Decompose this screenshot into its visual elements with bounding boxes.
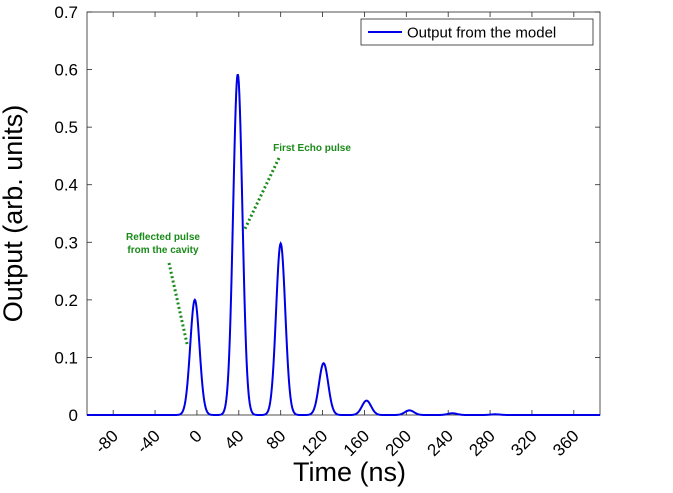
y-tick-label: 0.6 — [54, 61, 78, 80]
legend-label: Output from the model — [407, 25, 556, 42]
y-tick-label: 0.2 — [54, 291, 78, 310]
x-tick-label: 120 — [298, 426, 331, 459]
x-axis-label: Time (ns) — [293, 457, 406, 487]
y-tick-label: 0.5 — [54, 118, 78, 137]
y-tick-label: 0.4 — [54, 176, 78, 195]
y-tick-label: 0.1 — [54, 348, 78, 367]
annotation-text: Reflected pulse — [126, 232, 200, 243]
x-tick-label: -40 — [133, 426, 164, 457]
y-tick-label: 0.3 — [54, 233, 78, 252]
y-tick-label: 0.7 — [54, 3, 78, 22]
annotation-text: from the cavity — [127, 245, 199, 256]
x-tick-label: 80 — [263, 426, 290, 453]
x-tick-label: 240 — [424, 426, 457, 459]
x-tick-label: 200 — [382, 426, 415, 459]
annotation-arrow — [244, 158, 279, 231]
annotation-arrow — [169, 263, 188, 346]
plot-frame — [87, 12, 600, 415]
x-tick-label: 280 — [465, 426, 498, 459]
x-tick-label: 360 — [549, 426, 582, 459]
x-tick-label: 0 — [186, 426, 206, 446]
annotation-text: First Echo pulse — [273, 143, 351, 154]
x-tick-label: 40 — [221, 426, 248, 453]
y-axis-label: Output (arb. units) — [0, 105, 28, 323]
x-tick-label: 160 — [340, 426, 373, 459]
y-tick-label: 0 — [69, 406, 78, 425]
x-tick-label: 320 — [507, 426, 540, 459]
x-tick-label: -80 — [91, 426, 122, 457]
